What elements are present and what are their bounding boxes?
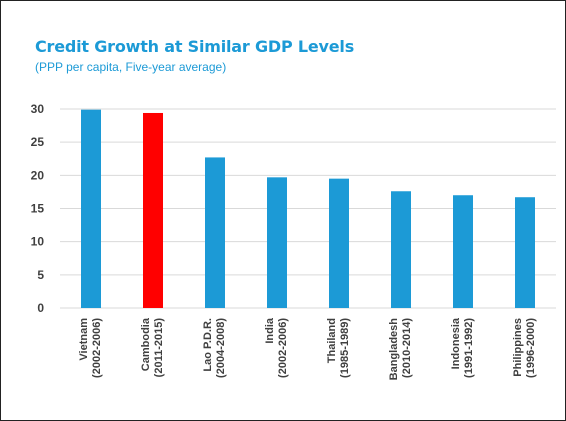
x-tick-label: Vietnam	[78, 318, 90, 361]
y-tick-label: 25	[31, 135, 45, 149]
x-tick-label: (2011-2015)	[153, 318, 165, 378]
bar	[515, 197, 535, 308]
x-tick-label: (2002-2006)	[91, 318, 103, 378]
x-tick-label: Indonesia	[450, 317, 462, 369]
x-axis: Vietnam (2002-2006) Cambodia (2011-2015) Lao…	[78, 317, 537, 380]
bar	[205, 157, 225, 308]
chart-subtitle: (PPP per capita, Five-year average)	[35, 60, 227, 74]
y-tick-label: 20	[31, 168, 45, 182]
x-tick-label: Thailand	[326, 318, 338, 363]
bar	[267, 177, 287, 308]
bar	[143, 112, 163, 308]
x-tick-label: (1996-2000)	[525, 318, 537, 378]
x-tick-label: (2002-2006)	[277, 318, 289, 378]
x-tick-label: Lao P.D.R.	[202, 318, 214, 372]
x-tick-label: India	[264, 317, 276, 344]
x-tick-label: (2010-2014)	[401, 318, 413, 378]
bars	[81, 109, 535, 308]
y-tick-label: 10	[31, 235, 45, 249]
x-tick-label: (1985-1989)	[339, 318, 351, 378]
y-tick-label: 30	[31, 102, 45, 116]
x-tick-label: (2004-2008)	[215, 318, 227, 378]
bar	[453, 195, 473, 308]
y-tick-label: 5	[37, 268, 44, 282]
bar	[81, 109, 101, 308]
gridlines	[60, 108, 556, 309]
x-tick-label: (1991-1992)	[463, 318, 475, 378]
x-tick-label: Bangladesh	[388, 318, 400, 381]
chart-title: Credit Growth at Similar GDP Levels	[35, 37, 355, 56]
y-axis: 0 5 10 15 20 25 30	[31, 102, 45, 315]
x-tick-label: Philippines	[512, 318, 524, 377]
y-tick-label: 0	[37, 301, 44, 315]
y-tick-label: 15	[31, 202, 45, 216]
x-tick-label: Cambodia	[140, 317, 152, 371]
bar	[329, 178, 349, 308]
bar	[391, 191, 411, 308]
